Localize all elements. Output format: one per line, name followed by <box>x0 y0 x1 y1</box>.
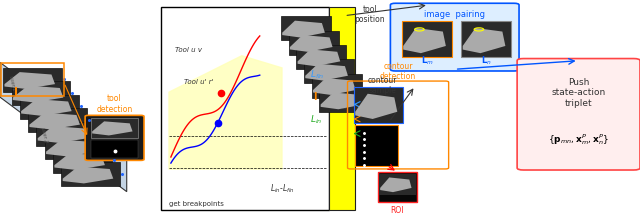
Text: contour
detection: contour detection <box>380 62 416 81</box>
Polygon shape <box>21 99 72 116</box>
FancyBboxPatch shape <box>12 81 70 105</box>
FancyBboxPatch shape <box>402 21 452 58</box>
Polygon shape <box>29 113 80 129</box>
FancyBboxPatch shape <box>461 21 511 58</box>
FancyBboxPatch shape <box>390 3 519 71</box>
Polygon shape <box>46 140 97 156</box>
FancyBboxPatch shape <box>53 149 112 173</box>
Text: user 1: user 1 <box>8 76 17 92</box>
Text: user 2: user 2 <box>40 128 49 144</box>
Polygon shape <box>305 64 348 81</box>
FancyBboxPatch shape <box>61 162 120 186</box>
Polygon shape <box>313 78 356 95</box>
FancyBboxPatch shape <box>91 118 138 138</box>
FancyBboxPatch shape <box>36 122 95 146</box>
FancyBboxPatch shape <box>378 172 417 202</box>
Polygon shape <box>290 35 333 52</box>
Text: $L_{fin}$: $L_{fin}$ <box>310 69 324 81</box>
Text: Tool u v: Tool u v <box>175 47 202 53</box>
FancyBboxPatch shape <box>45 135 104 159</box>
FancyBboxPatch shape <box>319 88 369 112</box>
Polygon shape <box>54 153 105 170</box>
Polygon shape <box>298 49 340 66</box>
FancyBboxPatch shape <box>281 16 331 40</box>
Polygon shape <box>282 21 325 38</box>
FancyBboxPatch shape <box>91 140 138 158</box>
FancyBboxPatch shape <box>289 31 339 55</box>
Polygon shape <box>380 178 412 192</box>
FancyBboxPatch shape <box>517 59 640 170</box>
Polygon shape <box>38 126 88 143</box>
FancyBboxPatch shape <box>85 115 144 160</box>
Text: $\{\mathbf{p}_{mn}, \mathbf{x}_m^P, \mathbf{x}_n^P\}$: $\{\mathbf{p}_{mn}, \mathbf{x}_m^P, \mat… <box>548 133 609 148</box>
Text: strip?: strip? <box>339 95 345 109</box>
FancyBboxPatch shape <box>355 125 398 166</box>
Text: get breakpoints: get breakpoints <box>169 201 224 207</box>
FancyBboxPatch shape <box>20 95 79 119</box>
Polygon shape <box>403 28 446 53</box>
Text: Push
state-action
triplet: Push state-action triplet <box>552 78 605 108</box>
Text: $L_{in}$: $L_{in}$ <box>310 114 322 126</box>
Polygon shape <box>321 92 364 109</box>
Text: $\mathbf{L}_m$: $\mathbf{L}_m$ <box>420 54 433 67</box>
Polygon shape <box>92 121 132 135</box>
Text: ROI: ROI <box>390 206 404 215</box>
Polygon shape <box>0 62 127 192</box>
Text: $L_{in}$-$L_{fin}$: $L_{in}$-$L_{fin}$ <box>270 182 295 195</box>
FancyBboxPatch shape <box>329 7 355 210</box>
FancyBboxPatch shape <box>28 108 87 132</box>
Text: $\mathbf{L}_n$: $\mathbf{L}_n$ <box>481 54 492 67</box>
Text: I: I <box>14 87 18 97</box>
Polygon shape <box>63 167 113 183</box>
Polygon shape <box>463 28 506 53</box>
FancyBboxPatch shape <box>304 59 354 83</box>
Text: tool
position: tool position <box>355 5 385 24</box>
Text: tool
detection: tool detection <box>97 94 132 114</box>
FancyBboxPatch shape <box>3 68 62 92</box>
Text: I: I <box>314 92 317 102</box>
Text: Tool u' r': Tool u' r' <box>184 79 214 85</box>
FancyBboxPatch shape <box>379 174 416 195</box>
Text: image  pairing: image pairing <box>424 10 485 19</box>
Polygon shape <box>355 94 397 119</box>
FancyBboxPatch shape <box>354 87 403 123</box>
FancyBboxPatch shape <box>296 45 346 69</box>
FancyBboxPatch shape <box>161 7 329 210</box>
FancyBboxPatch shape <box>312 74 362 98</box>
Polygon shape <box>13 85 63 102</box>
Polygon shape <box>4 72 55 89</box>
Text: contour
sample
points: contour sample points <box>368 76 397 105</box>
Polygon shape <box>169 56 282 169</box>
